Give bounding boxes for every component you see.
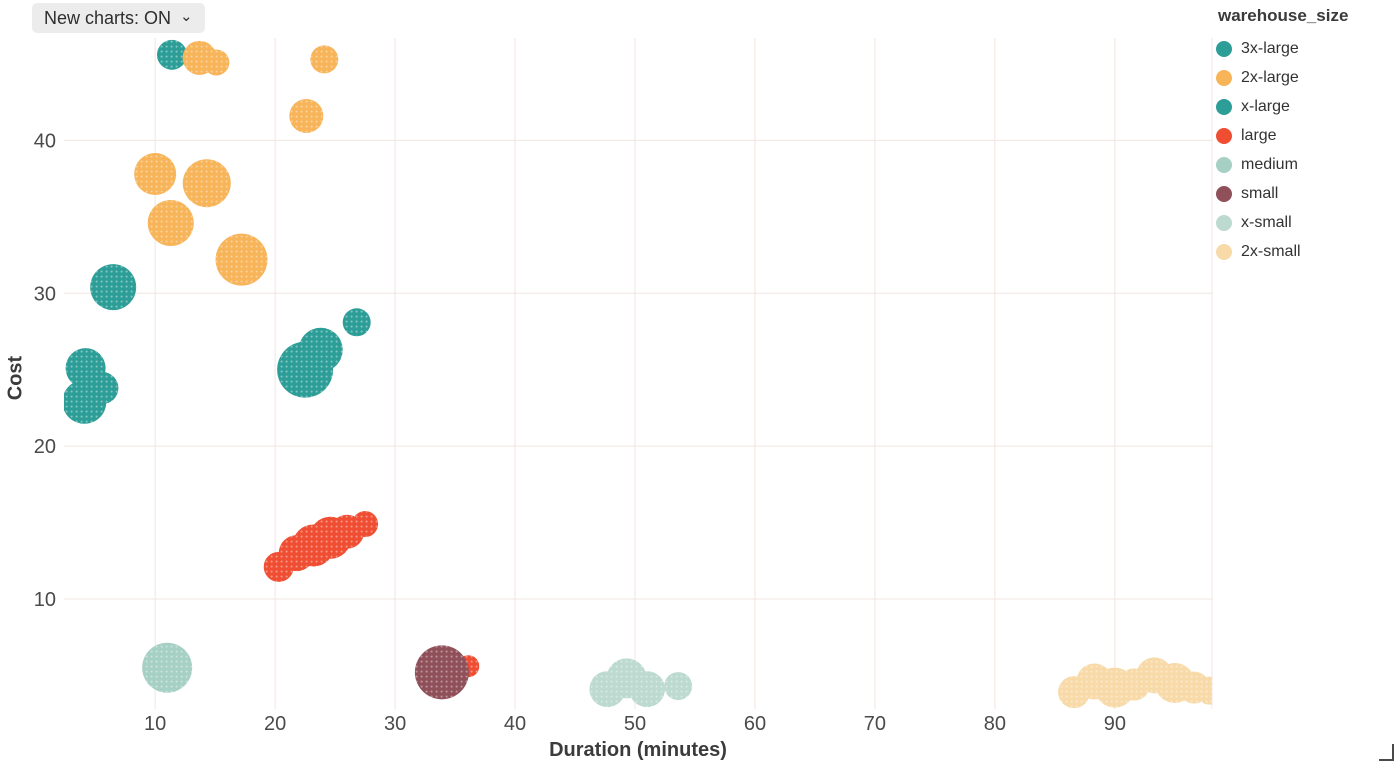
bubble-texture: [352, 511, 379, 538]
bubble-texture: [142, 642, 193, 693]
series-2x-small: [1058, 657, 1212, 709]
x-tick-label: 80: [984, 713, 1006, 735]
x-tick-label: 60: [744, 713, 766, 735]
bubble-texture: [310, 45, 339, 74]
legend-item-label: large: [1241, 126, 1277, 144]
y-tick-label: 10: [34, 589, 56, 611]
legend-swatch-icon: [1216, 156, 1232, 173]
bubble-texture: [289, 98, 324, 133]
bubble-texture: [156, 39, 187, 70]
legend-item-x-small[interactable]: x-small: [1216, 208, 1396, 237]
legend-swatch-icon: [1216, 69, 1232, 86]
series-medium: [142, 642, 193, 693]
series-x-small: [589, 658, 693, 708]
x-tick-label: 70: [864, 713, 886, 735]
new-charts-toggle[interactable]: New charts: ON ⌄: [32, 3, 205, 33]
bubble-texture: [1195, 676, 1212, 705]
legend-swatch-icon: [1216, 98, 1232, 115]
chevron-down-icon: ⌄: [180, 7, 193, 25]
axis-tick-labels: 10 20 30 40 50 60 70 80 90 10 20 30 40: [34, 130, 1126, 735]
resize-handle-icon[interactable]: [1379, 744, 1394, 761]
new-charts-toggle-label: New charts: ON: [44, 7, 172, 28]
bubble-texture: [182, 159, 231, 208]
bubble-texture: [342, 308, 371, 337]
legend-title: warehouse_size: [1218, 6, 1349, 25]
bubble-texture: [147, 199, 194, 246]
bubble-texture: [628, 671, 665, 708]
series-large: [263, 511, 480, 678]
x-tick-label: 40: [504, 713, 526, 735]
legend-item-label: 3x-large: [1241, 39, 1299, 57]
x-tick-label: 10: [144, 713, 166, 735]
legend-item-2x-small[interactable]: 2x-small: [1216, 237, 1396, 266]
legend-item-x-large[interactable]: x-large: [1216, 92, 1396, 121]
legend-swatch-icon: [1216, 243, 1232, 260]
legend-item-small[interactable]: small: [1216, 179, 1396, 208]
legend: warehouse_size 3x-large 2x-large x-large la…: [1216, 6, 1396, 266]
legend-swatch-icon: [1216, 214, 1232, 231]
legend-item-3x-large[interactable]: 3x-large: [1216, 34, 1396, 63]
legend-swatch-icon: [1216, 185, 1232, 202]
series-small: [414, 645, 469, 700]
series-2x-large: [134, 40, 339, 286]
y-axis-title: Cost: [4, 355, 27, 401]
y-tick-label: 20: [34, 436, 56, 458]
bubble-layer: [64, 39, 1212, 709]
legend-item-label: x-large: [1241, 97, 1290, 115]
x-tick-label: 30: [384, 713, 406, 735]
legend-item-label: 2x-large: [1241, 68, 1299, 86]
series-3x-large: [64, 39, 187, 424]
x-tick-label: 90: [1104, 713, 1126, 735]
legend-item-label: x-small: [1241, 213, 1292, 231]
x-tick-label: 20: [264, 713, 286, 735]
series-x-large: [277, 308, 371, 398]
bubble-texture: [664, 672, 693, 701]
bubble-texture: [414, 645, 469, 700]
legend-item-label: small: [1241, 184, 1279, 202]
bubble-texture: [134, 153, 177, 196]
legend-swatch-icon: [1216, 127, 1232, 144]
legend-item-medium[interactable]: medium: [1216, 150, 1396, 179]
legend-item-large[interactable]: large: [1216, 121, 1396, 150]
y-tick-label: 40: [34, 130, 56, 152]
bubble-texture: [90, 264, 137, 311]
gridlines: [64, 38, 1213, 709]
x-axis-title: Duration (minutes): [549, 739, 727, 761]
bubble-texture: [203, 49, 230, 76]
bubble-texture: [86, 372, 119, 405]
legend-swatch-icon: [1216, 40, 1232, 57]
bubble-texture: [215, 233, 268, 286]
x-tick-label: 50: [624, 713, 646, 735]
legend-list: 3x-large 2x-large x-large large medium small x…: [1216, 34, 1396, 266]
legend-item-2x-large[interactable]: 2x-large: [1216, 63, 1396, 92]
legend-item-label: medium: [1241, 155, 1298, 173]
legend-item-label: 2x-small: [1241, 242, 1301, 260]
bubble-texture: [277, 341, 334, 398]
y-tick-label: 30: [34, 283, 56, 305]
